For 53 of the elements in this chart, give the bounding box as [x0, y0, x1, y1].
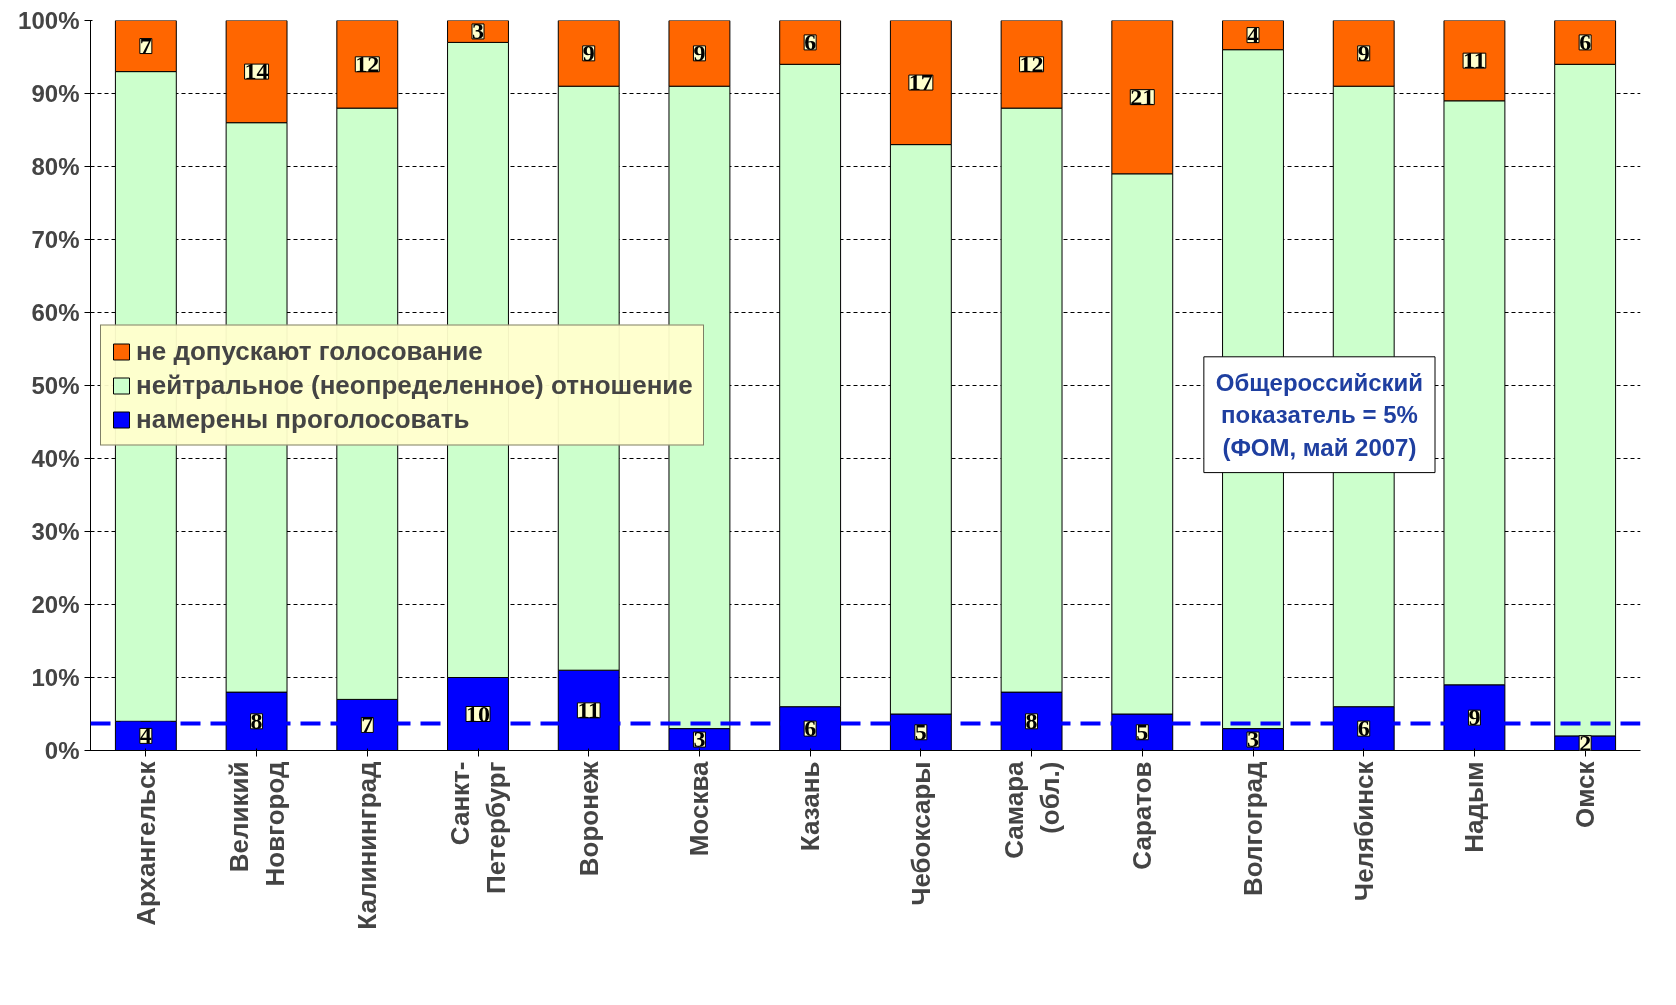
data-label: 21 — [1130, 83, 1155, 110]
y-tick-label: 30% — [31, 518, 80, 545]
y-tick-label: 20% — [31, 591, 80, 618]
data-label: 3 — [472, 17, 484, 44]
legend-label: намерены проголосовать — [136, 403, 470, 435]
data-label: 11 — [577, 696, 601, 723]
data-label: 9 — [582, 39, 595, 66]
data-label: 12 — [355, 50, 380, 77]
y-tick-label: 50% — [31, 372, 80, 399]
data-label: 14 — [244, 58, 269, 85]
data-label: 6 — [804, 715, 817, 742]
y-tick-label: 70% — [31, 226, 80, 253]
x-tick-label: Волгоград — [1238, 761, 1268, 897]
y-tick-label: 60% — [31, 299, 80, 326]
x-tick-label: Самара (обл.) — [998, 760, 1065, 859]
x-tick-label: Архангельск — [130, 760, 161, 926]
legend-label: нейтральное (неопределенное) отношение — [136, 369, 693, 401]
data-label: 8 — [250, 707, 263, 734]
x-tick-label: Калининград — [352, 761, 383, 930]
x-tick-label: Омск — [1570, 760, 1601, 829]
data-label: 3 — [1247, 726, 1259, 753]
y-tick-label: 40% — [31, 445, 80, 472]
y-tick-label: 0% — [44, 737, 80, 764]
data-label: 9 — [693, 39, 706, 66]
annotation: Общероссийский показатель = 5% (ФОМ, май 2007) — [1215, 368, 1424, 461]
legend-label: не допускают голосование — [136, 335, 483, 367]
y-tick-label: 90% — [31, 80, 80, 107]
x-tick-label: Чебоксары — [905, 761, 936, 906]
y-tick-label: 10% — [31, 664, 80, 691]
x-tick-label: Казань — [795, 761, 826, 852]
x-tick-label: Саратов — [1127, 761, 1158, 870]
x-tick-label: Москва — [684, 760, 715, 857]
data-label: 5 — [1136, 718, 1149, 745]
x-tick-label: Великий Новгород — [223, 761, 290, 887]
x-tick-label: Надым — [1459, 761, 1490, 853]
data-label: 9 — [1357, 39, 1370, 66]
y-tick-label: 80% — [31, 153, 80, 180]
data-label: 8 — [1025, 707, 1038, 734]
data-label: 2 — [1579, 729, 1592, 756]
data-label: 11 — [1463, 47, 1486, 74]
x-tick-label: Челябинск — [1348, 760, 1379, 902]
data-label: 6 — [1357, 715, 1370, 742]
data-label: 12 — [1019, 50, 1044, 77]
data-label: 3 — [693, 726, 706, 753]
y-tick-label: 100% — [18, 7, 80, 34]
x-tick-label: Воронеж — [573, 760, 604, 877]
data-label: 9 — [1468, 704, 1481, 731]
data-label: 5 — [914, 718, 927, 745]
data-label: 6 — [804, 28, 817, 55]
data-label: 4 — [1247, 21, 1259, 48]
data-label: 7 — [361, 711, 374, 738]
x-tick-label: Санкт-Петербург — [445, 761, 511, 894]
data-label: 6 — [1579, 28, 1592, 55]
